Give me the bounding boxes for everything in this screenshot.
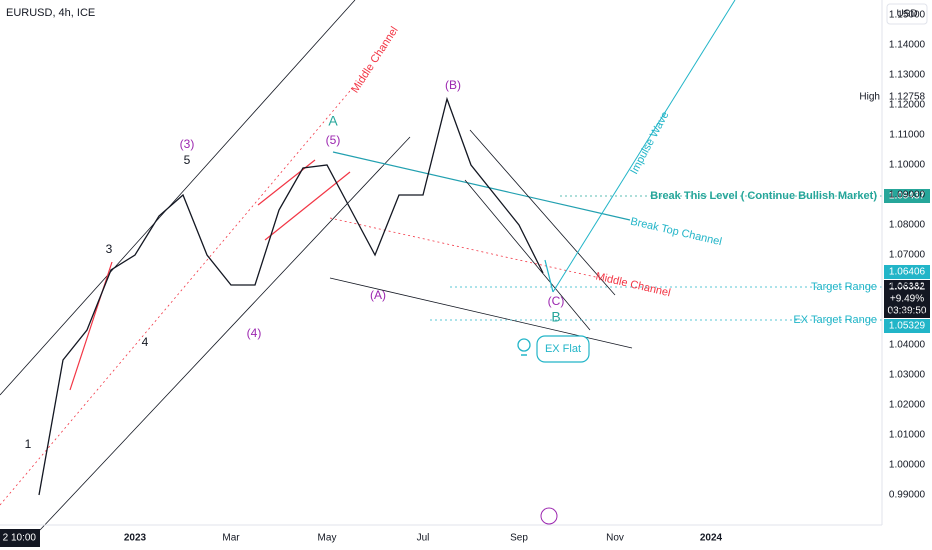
- price-labels: High 1.12758 1.09437 1.06406 1.06382 +9.…: [859, 92, 930, 333]
- annotation: (4): [247, 326, 262, 340]
- drawings: [0, 0, 882, 531]
- chart-title: EURUSD, 4h, ICE: [6, 7, 95, 19]
- annotation: (B): [445, 78, 461, 92]
- annotation: (5): [326, 133, 341, 147]
- annotation: Target Range: [811, 281, 877, 293]
- y-tick-label: 1.12000: [889, 100, 926, 111]
- annotation: Middle Channel: [349, 25, 401, 96]
- y-tick-label: 1.04000: [889, 340, 926, 351]
- y-tick-label: 1.03000: [889, 370, 926, 381]
- countdown: 03:39:50: [888, 306, 927, 317]
- price-label: 1.05329: [889, 321, 926, 332]
- y-tick-label: 1.02000: [889, 400, 926, 411]
- annotation: 4: [142, 335, 149, 349]
- annotation: B: [551, 309, 560, 325]
- price-label: 1.09437: [889, 191, 926, 202]
- y-tick-label: 1.10000: [889, 160, 926, 171]
- crosshair-time: 2 10:00: [3, 533, 37, 544]
- y-tick-label: 1.14000: [889, 40, 926, 51]
- y-tick-label: 1.15000: [889, 10, 926, 21]
- price-line: [38, 96, 544, 496]
- y-tick-label: 1.11000: [889, 130, 925, 141]
- annotation: A: [328, 113, 338, 129]
- annotation: Impulse Wave: [628, 110, 671, 177]
- y-tick-label: 1.00000: [889, 460, 926, 471]
- y-tick-label: 1.07000: [889, 250, 926, 261]
- y-tick-label: 1.05000: [889, 310, 926, 321]
- annotations: Middle Channel A (5) (3) 5 3 4 1 (4) (B)…: [25, 25, 878, 452]
- x-tick-label: Mar: [222, 533, 240, 544]
- annotation: Break This Level ( Continue Bullish Mark…: [650, 190, 877, 202]
- y-tick-label: 1.13000: [889, 70, 926, 81]
- y-tick-label: 0.99000: [889, 490, 926, 501]
- x-tick-label: May: [318, 533, 337, 544]
- annotation: EX Flat: [545, 343, 581, 355]
- price-label: 1.06382: [889, 282, 926, 293]
- x-tick-label: 2023: [124, 533, 147, 544]
- annotation: 3: [106, 242, 113, 256]
- y-tick-label: 1.06000: [889, 280, 926, 291]
- annotation: (3): [180, 137, 195, 151]
- annotation: 5: [184, 153, 191, 167]
- y-tick-label: 1.09000: [889, 190, 926, 201]
- annotation: (A): [370, 288, 386, 302]
- y-tick-label: 1.01000: [889, 430, 926, 441]
- currency[interactable]: USD: [896, 9, 917, 20]
- y-tick-label: 1.08000: [889, 220, 926, 231]
- x-tick-label: Nov: [606, 533, 624, 544]
- price-label: 1.06406: [889, 267, 926, 278]
- price-change: +9.49%: [890, 294, 924, 305]
- x-tick-label: Jul: [417, 533, 430, 544]
- currency-box[interactable]: [886, 3, 928, 25]
- annotation: (C): [548, 294, 565, 308]
- crosshair-box: [0, 529, 40, 547]
- annotation: 1: [25, 437, 32, 451]
- annotation: Break Top Channel: [629, 216, 723, 249]
- annotation: EX Target Range: [793, 314, 877, 326]
- x-tick-label: 2024: [700, 533, 723, 544]
- x-tick-label: Sep: [510, 533, 528, 544]
- high-label: High: [859, 92, 880, 103]
- high-price: 1.12758: [889, 92, 926, 103]
